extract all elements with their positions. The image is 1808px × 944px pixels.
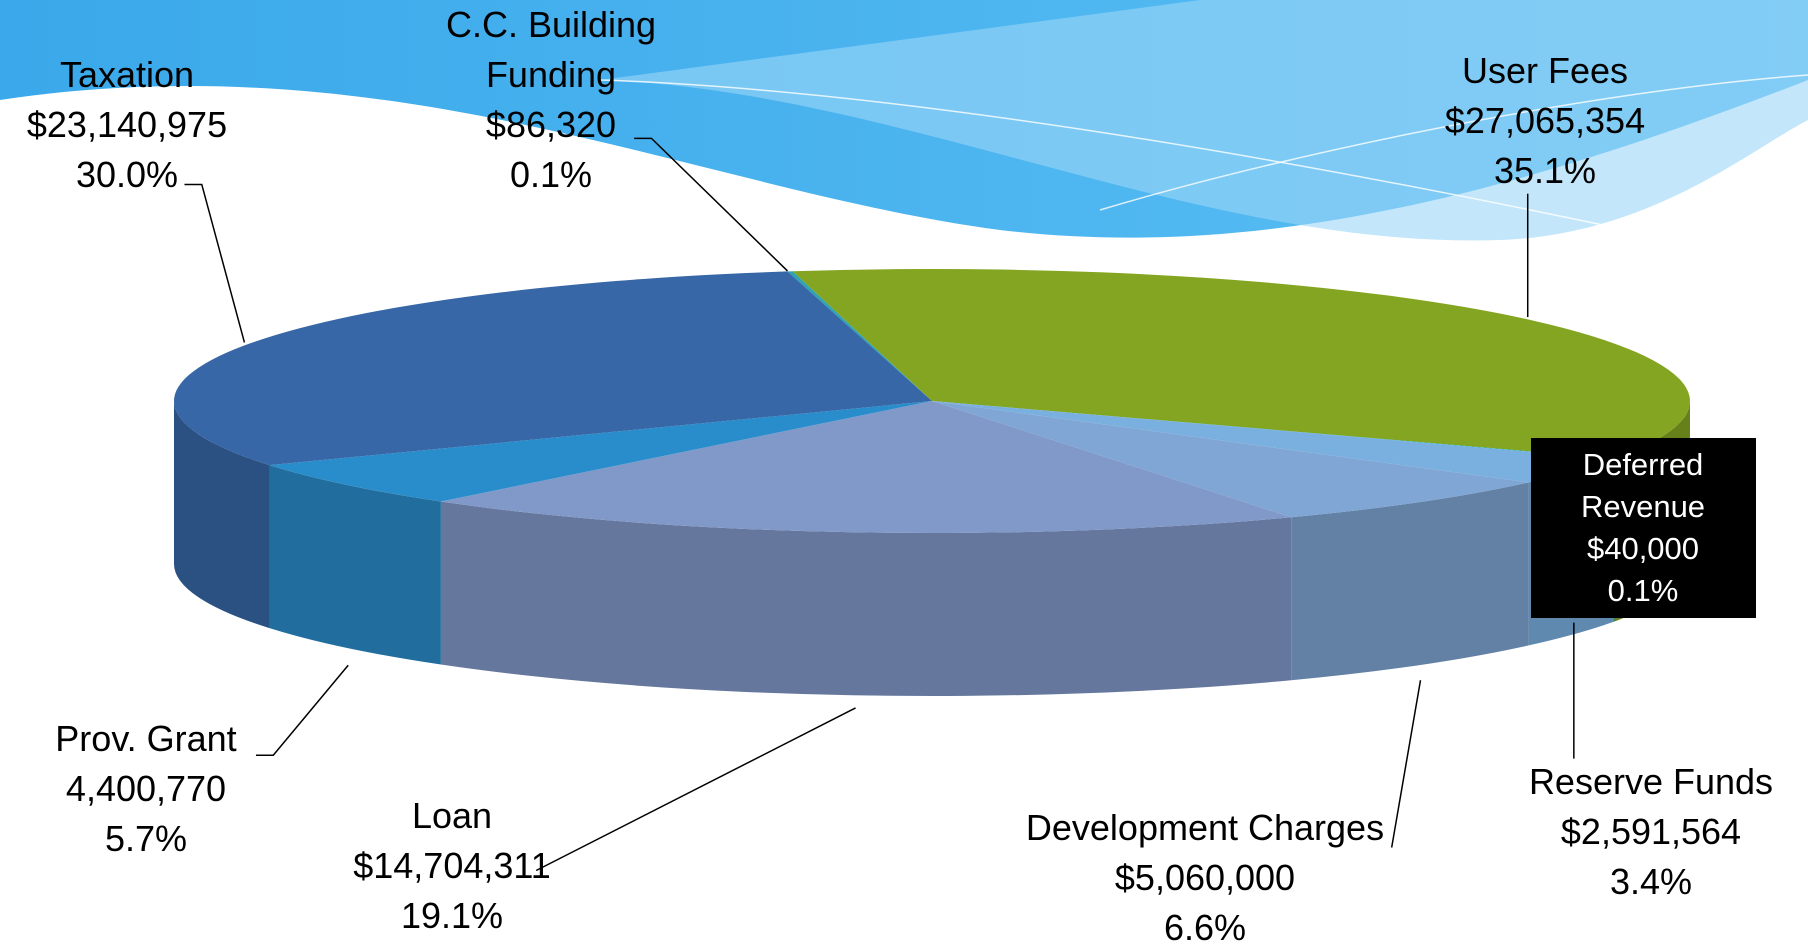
- percent-label: 6.6%: [975, 903, 1435, 944]
- category-label: Development Charges: [975, 803, 1435, 853]
- category-label: Reserve Funds: [1491, 757, 1808, 807]
- percent-label: 3.4%: [1491, 857, 1808, 907]
- pie: [174, 269, 1690, 696]
- percent-label: 19.1%: [302, 891, 602, 941]
- leader-line: [184, 184, 244, 342]
- percent-label: 30.0%: [0, 150, 254, 200]
- category-label: User Fees: [1385, 46, 1705, 96]
- value-label: $86,320: [421, 100, 681, 150]
- category-label: Prov. Grant: [1, 714, 291, 764]
- category-label: C.C. Building Funding: [421, 0, 681, 100]
- value-label: 4,400,770: [1, 764, 291, 814]
- percent-label: 35.1%: [1385, 146, 1705, 196]
- value-label: $5,060,000: [975, 853, 1435, 903]
- category-label: Taxation: [0, 50, 254, 100]
- percent-label: 5.7%: [1, 814, 291, 864]
- value-label: $14,704,311: [302, 841, 602, 891]
- category-label: Loan: [302, 791, 602, 841]
- value-label: $23,140,975: [0, 100, 254, 150]
- page: C.C. Building Funding$86,3200.1%User Fee…: [0, 0, 1808, 944]
- value-label: $40,000: [1531, 528, 1756, 570]
- category-label: Deferred Revenue: [1531, 444, 1756, 528]
- percent-label: 0.1%: [421, 150, 681, 200]
- value-label: $27,065,354: [1385, 96, 1705, 146]
- value-label: $2,591,564: [1491, 807, 1808, 857]
- percent-label: 0.1%: [1531, 570, 1756, 612]
